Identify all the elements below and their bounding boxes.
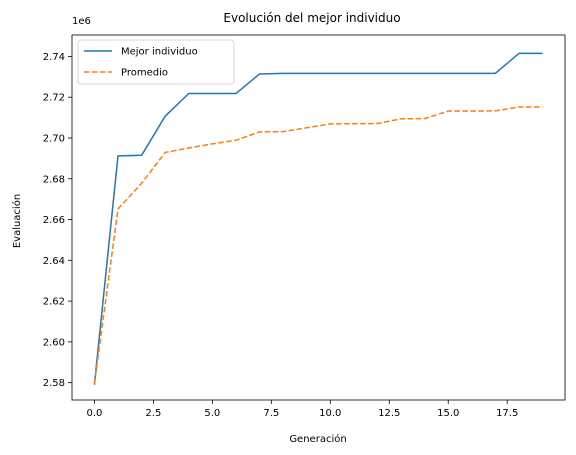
plot-frame	[71, 34, 566, 401]
chart-title: Evolución del mejor individuo	[223, 11, 400, 25]
y-tick-label: 2.58	[43, 378, 65, 389]
legend-box	[77, 39, 235, 85]
x-axis-label: Generación	[289, 433, 346, 445]
y-tick-label: 2.60	[43, 337, 65, 348]
x-tick-label: 10.0	[319, 408, 341, 419]
series-line-2	[93, 106, 543, 384]
y-tick-label: 2.70	[43, 133, 65, 144]
series-line-1	[93, 52, 543, 385]
y-tick-label: 2.62	[43, 297, 65, 308]
y-tick-label: 2.68	[43, 174, 65, 185]
x-tick-label: 12.5	[378, 408, 400, 419]
plot-area	[71, 34, 566, 401]
x-tick-label: 17.5	[496, 408, 518, 419]
x-tick-label: 7.5	[263, 408, 279, 419]
y-axis-ticks: 2.58 2.60 2.62 2.64 2.66 2.68 2.70 2.72 2.74	[43, 52, 72, 389]
y-offset-label: 1e6	[72, 16, 91, 27]
y-tick-label: 2.72	[43, 93, 65, 104]
x-tick-label: 2.5	[145, 408, 161, 419]
y-axis-label: Evaluación	[11, 194, 23, 248]
y-tick-label: 2.66	[43, 215, 65, 226]
y-tick-label: 2.74	[43, 52, 65, 63]
legend-label-2: Promedio	[121, 68, 168, 79]
x-tick-label: 5.0	[204, 408, 220, 419]
x-axis-ticks: 0.0 2.5 5.0 7.5 10.0 12.5 15.0 17.5	[86, 400, 518, 419]
legend-label-1: Mejor individuo	[121, 47, 198, 58]
series-layer	[93, 52, 543, 385]
x-tick-label: 15.0	[437, 408, 459, 419]
legend: Mejor individuo Promedio	[77, 39, 235, 85]
y-tick-label: 2.64	[43, 256, 65, 267]
x-tick-label: 0.0	[86, 408, 102, 419]
